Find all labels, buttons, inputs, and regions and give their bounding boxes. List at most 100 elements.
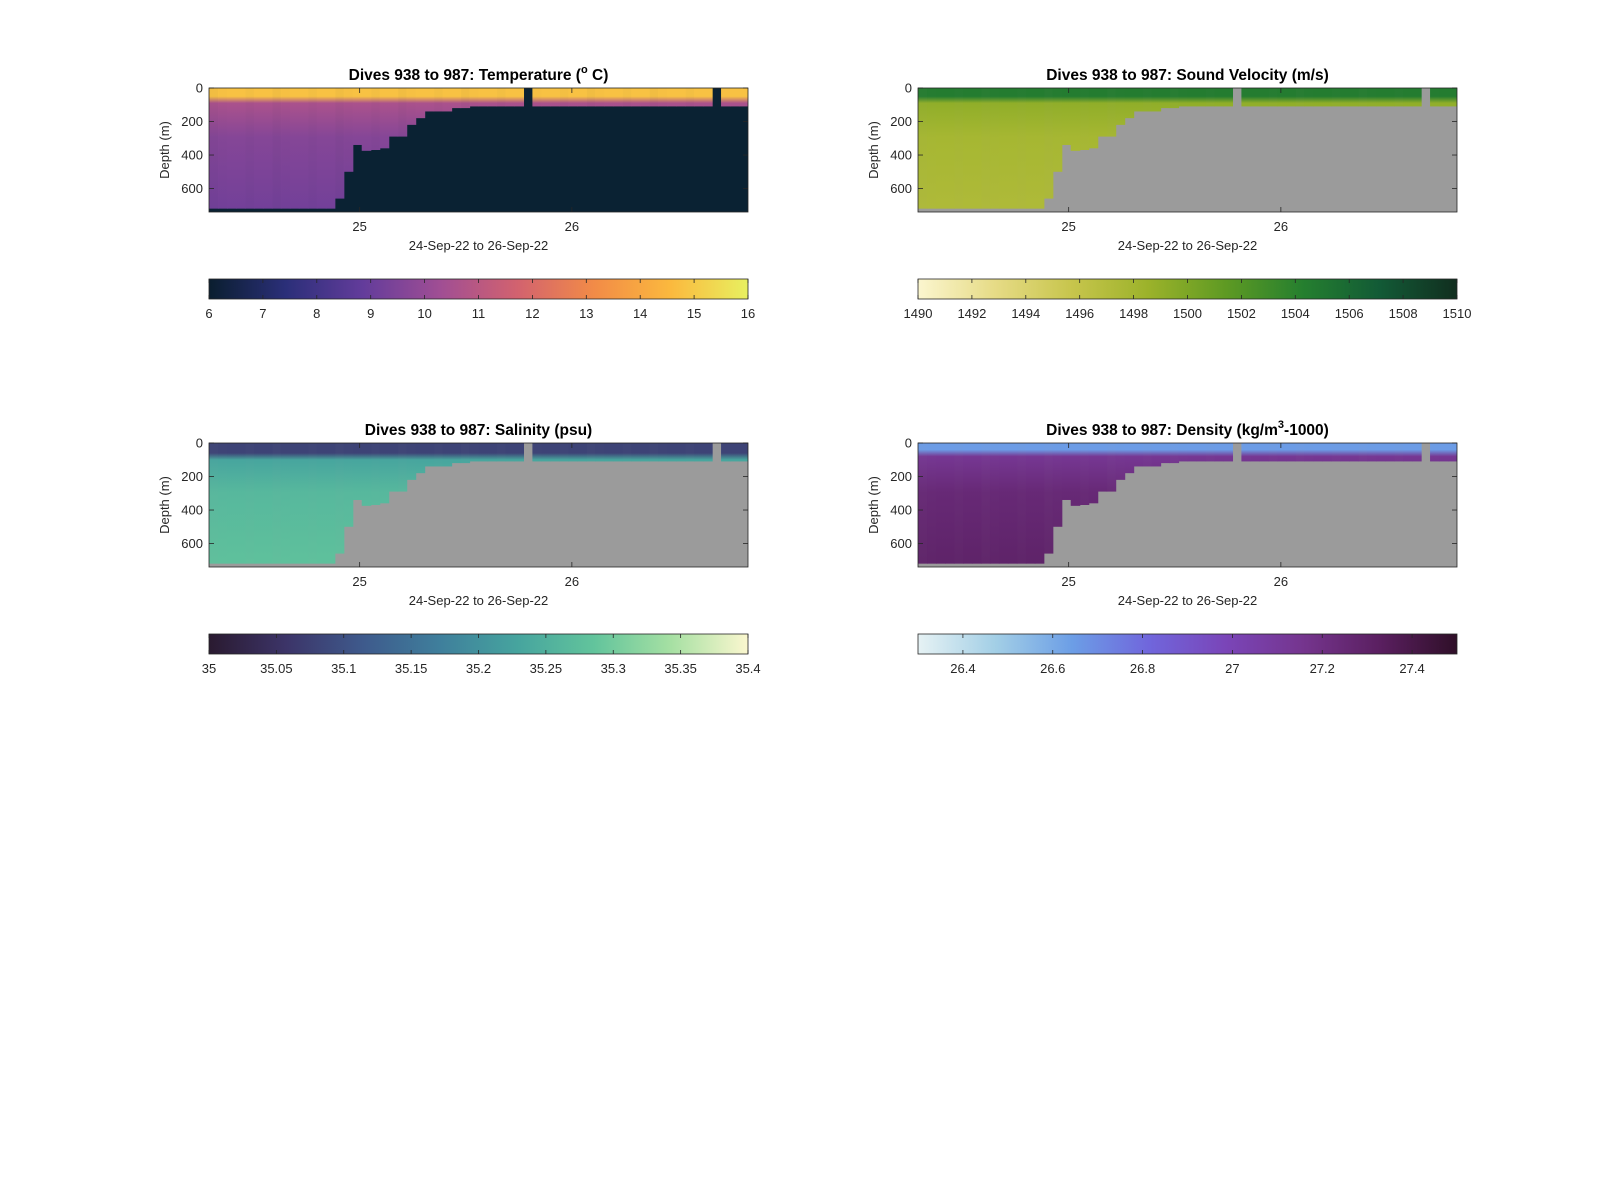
data-column bbox=[1142, 443, 1153, 467]
chart-panel-4: 0 200 400 600 25 26 24-Sep-22 to 26-Sep-22 Dept… bbox=[866, 419, 1458, 676]
data-column bbox=[622, 443, 632, 462]
data-column bbox=[280, 88, 291, 209]
data-column bbox=[217, 88, 228, 209]
data-column bbox=[226, 443, 237, 564]
data-column bbox=[307, 443, 318, 564]
data-column bbox=[721, 443, 731, 462]
data-column bbox=[1052, 443, 1063, 527]
colorbar-tick-label: 1504 bbox=[1281, 306, 1310, 321]
y-axis-label: Depth (m) bbox=[157, 476, 172, 534]
data-column bbox=[1322, 88, 1332, 107]
data-column bbox=[604, 443, 614, 462]
data-column bbox=[1025, 443, 1036, 564]
data-column bbox=[379, 443, 390, 504]
colorbar-gradient bbox=[209, 279, 748, 299]
data-column bbox=[1142, 88, 1153, 112]
data-column bbox=[1043, 443, 1054, 554]
data-column bbox=[1070, 443, 1081, 506]
colorbar-tick-label: 1510 bbox=[1443, 306, 1472, 321]
x-tick-label: 26 bbox=[565, 574, 579, 589]
colorbar-tick-label: 7 bbox=[259, 306, 266, 321]
colorbar-tick-label: 35.4 bbox=[735, 661, 760, 676]
data-column bbox=[559, 88, 569, 107]
data-column bbox=[703, 443, 713, 462]
data-column bbox=[217, 443, 228, 564]
data-column bbox=[1187, 88, 1198, 107]
data-column bbox=[1223, 443, 1234, 462]
data-column bbox=[640, 88, 650, 107]
data-column bbox=[1133, 443, 1144, 467]
data-column bbox=[388, 88, 399, 137]
data-column bbox=[496, 88, 507, 107]
data-column bbox=[1007, 88, 1018, 209]
data-column bbox=[1124, 88, 1135, 119]
data-column bbox=[1034, 443, 1045, 564]
colorbar-tick-label: 26.6 bbox=[1040, 661, 1065, 676]
data-column bbox=[487, 88, 498, 107]
data-column bbox=[1106, 88, 1117, 137]
data-column bbox=[442, 88, 453, 112]
chart-title: Dives 938 to 987: Temperature (o C) bbox=[349, 64, 609, 84]
colorbar-frame bbox=[917, 633, 1458, 655]
data-column bbox=[1286, 443, 1296, 462]
data-column bbox=[235, 443, 246, 564]
data-column bbox=[1250, 88, 1260, 107]
data-column bbox=[1160, 443, 1171, 464]
data-column bbox=[658, 443, 668, 462]
data-column bbox=[739, 443, 748, 462]
data-column bbox=[209, 443, 219, 564]
data-column bbox=[1439, 88, 1449, 107]
data-column bbox=[1394, 443, 1404, 462]
data-column bbox=[1241, 88, 1251, 107]
axes-frame bbox=[208, 87, 749, 213]
data-column bbox=[352, 443, 363, 500]
data-column bbox=[658, 88, 668, 107]
data-column bbox=[550, 88, 560, 107]
data-column bbox=[298, 88, 309, 209]
data-column bbox=[1079, 443, 1090, 505]
data-column bbox=[307, 88, 318, 209]
data-column bbox=[433, 88, 444, 112]
colorbar-tick-label: 27.4 bbox=[1399, 661, 1424, 676]
data-column bbox=[271, 88, 282, 209]
colorbar-tick-label: 1498 bbox=[1119, 306, 1148, 321]
data-columns bbox=[209, 443, 748, 564]
y-tick-label: 0 bbox=[905, 81, 912, 96]
data-column bbox=[703, 88, 713, 107]
colorbar-tick-label: 10 bbox=[417, 306, 431, 321]
data-column bbox=[1088, 443, 1099, 504]
data-column bbox=[971, 443, 982, 564]
data-column bbox=[1052, 88, 1063, 172]
data-column bbox=[1259, 88, 1269, 107]
data-column bbox=[469, 88, 480, 107]
data-column bbox=[1448, 88, 1457, 107]
data-column bbox=[226, 88, 237, 209]
chart-title: Dives 938 to 987: Salinity (psu) bbox=[365, 422, 592, 439]
x-tick-label: 26 bbox=[1274, 219, 1288, 234]
data-column bbox=[998, 88, 1009, 209]
data-column bbox=[962, 443, 973, 564]
x-axis-label: 24-Sep-22 to 26-Sep-22 bbox=[409, 593, 548, 608]
data-column bbox=[667, 88, 677, 107]
data-columns bbox=[918, 88, 1457, 209]
data-column bbox=[577, 88, 587, 107]
y-tick-label: 200 bbox=[181, 114, 203, 129]
data-column bbox=[1295, 443, 1305, 462]
colorbar-tick-label: 1500 bbox=[1173, 306, 1202, 321]
data-column bbox=[953, 443, 964, 564]
data-column bbox=[1385, 88, 1395, 107]
data-column bbox=[1277, 88, 1287, 107]
data-column bbox=[980, 88, 991, 209]
data-column bbox=[370, 443, 381, 505]
data-column bbox=[352, 88, 363, 145]
colorbar-tick-label: 1508 bbox=[1389, 306, 1418, 321]
data-column bbox=[496, 443, 507, 462]
chart-panel-1: 0 200 400 600 25 26 24-Sep-22 to 26-Sep-22 Dept… bbox=[157, 64, 755, 321]
axes-frame bbox=[208, 442, 749, 568]
data-column bbox=[918, 443, 928, 564]
colorbar-tick-label: 1494 bbox=[1011, 306, 1040, 321]
data-column bbox=[595, 88, 605, 107]
data-column bbox=[289, 88, 300, 209]
data-column bbox=[370, 88, 381, 150]
data-column bbox=[1412, 88, 1422, 107]
